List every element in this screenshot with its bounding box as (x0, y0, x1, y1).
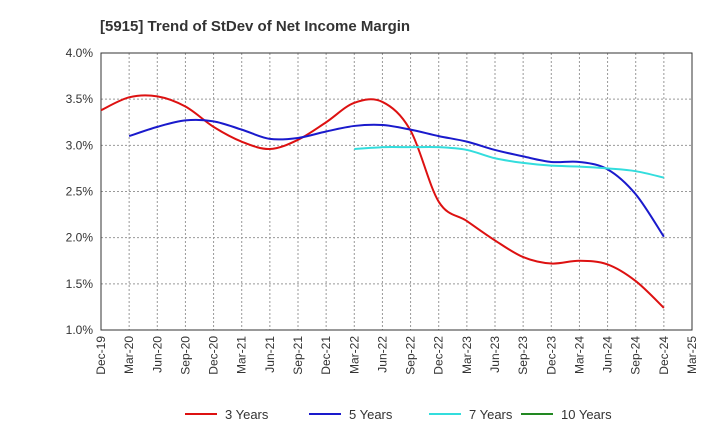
x-tick-label: Jun-23 (488, 336, 502, 373)
series-line-7-years (354, 145, 665, 179)
y-tick-label: 1.0% (66, 323, 94, 337)
x-tick-label: Mar-22 (347, 336, 361, 374)
x-tick-label: Jun-21 (263, 336, 277, 373)
x-tick-label: Dec-23 (544, 336, 558, 375)
x-tick-label: Mar-23 (460, 336, 474, 374)
y-tick-label: 2.0% (66, 231, 94, 245)
legend-item-5-years: 5 Years (309, 407, 393, 422)
series-line-5-years (128, 118, 665, 238)
x-tick-label: Jun-20 (150, 336, 164, 373)
legend-item-7-years: 7 Years (429, 407, 513, 422)
x-tick-label: Sep-20 (178, 336, 192, 375)
grid (100, 52, 693, 331)
legend-item-10-years: 10 Years (521, 407, 612, 422)
legend-label: 10 Years (561, 407, 612, 422)
x-tick-label: Sep-22 (404, 336, 418, 375)
y-tick-label: 4.0% (66, 46, 94, 60)
x-tick-label: Dec-20 (207, 336, 221, 375)
legend-label: 3 Years (225, 407, 269, 422)
plot-frame (100, 52, 693, 331)
x-tick-label: Dec-19 (94, 336, 108, 375)
x-tick-label: Dec-22 (432, 336, 446, 375)
legend: 3 Years 5 Years 7 Years 10 Years (185, 407, 612, 422)
legend-label: 7 Years (469, 407, 513, 422)
legend-item-3-years: 3 Years (185, 407, 269, 422)
x-tick-label: Mar-24 (572, 336, 586, 374)
x-tick-label: Mar-21 (235, 336, 249, 374)
y-tick-label: 3.5% (66, 92, 94, 106)
chart-title: [5915] Trend of StDev of Net Income Marg… (100, 18, 410, 35)
x-tick-label: Mar-25 (685, 336, 699, 374)
y-tick-label: 2.5% (66, 185, 94, 199)
x-tick-label: Sep-21 (291, 336, 305, 375)
x-tick-label: Sep-24 (629, 336, 643, 375)
axes: 1.0% 1.5% 2.0% 2.5% 3.0% 3.5% 4.0% Dec-19 Mar-20… (66, 46, 699, 375)
series-line-3-years (100, 94, 665, 309)
x-tick-label: Sep-23 (516, 336, 530, 375)
x-tick-label: Jun-24 (601, 336, 615, 373)
y-tick-label: 1.5% (66, 277, 94, 291)
legend-label: 5 Years (349, 407, 393, 422)
x-tick-label: Dec-24 (657, 336, 671, 375)
x-tick-label: Jun-22 (375, 336, 389, 373)
y-tick-label: 3.0% (66, 138, 94, 152)
series-lines (100, 94, 665, 309)
x-tick-label: Mar-20 (122, 336, 136, 374)
x-tick-label: Dec-21 (319, 336, 333, 375)
